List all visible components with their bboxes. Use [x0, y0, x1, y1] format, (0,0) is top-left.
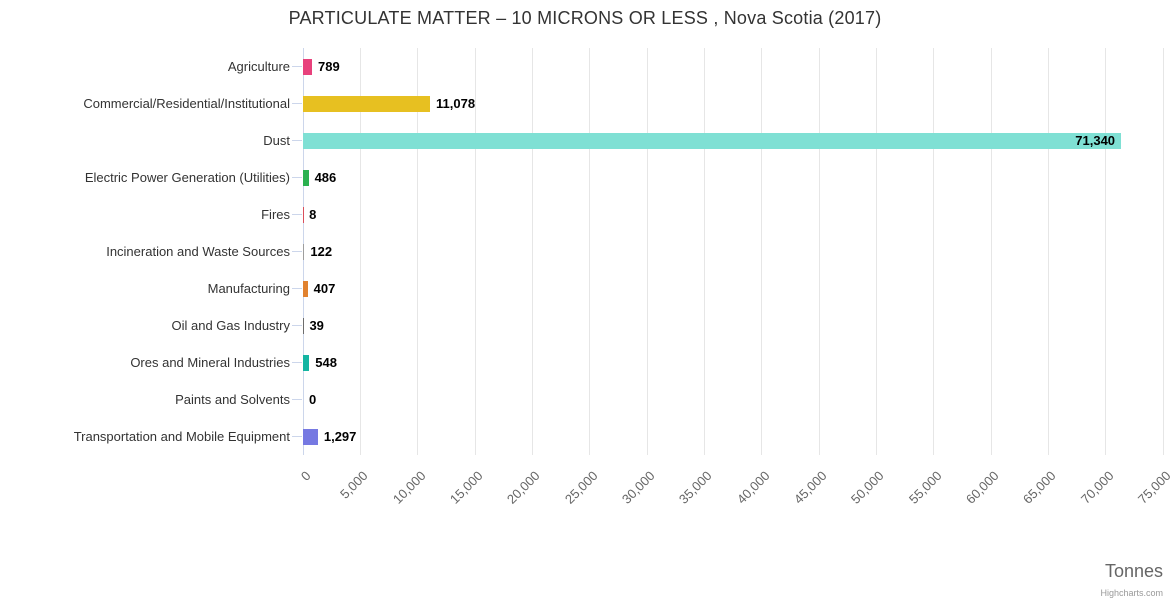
category-tick-mark [292, 399, 302, 400]
bar-agriculture[interactable] [303, 58, 313, 75]
gridline [359, 48, 361, 455]
category-tick-mark [292, 362, 302, 363]
highcharts-credit-link[interactable]: Highcharts.com [1100, 588, 1163, 598]
bar-incineration-and-waste-sources[interactable] [303, 243, 305, 260]
bar-value-label: 0 [309, 391, 317, 407]
gridline [1047, 48, 1049, 455]
gridline [1162, 48, 1164, 455]
category-tick-mark [292, 66, 302, 67]
bar-value-label: 11,078 [436, 95, 476, 111]
category-label-agriculture: Agriculture [227, 58, 290, 74]
gridline [646, 48, 648, 455]
bar-ores-and-mineral-industries[interactable] [303, 354, 310, 371]
category-tick-mark [292, 177, 302, 178]
bar-value-label: 789 [318, 58, 340, 74]
gridline [761, 48, 763, 455]
category-label-commercial-residential-institutional: Commercial/Residential/Institutional [83, 95, 290, 111]
bar-value-label: 8 [309, 206, 317, 222]
category-tick-mark [292, 288, 302, 289]
bar-commercial-residential-institutional[interactable] [303, 95, 431, 112]
gridline [531, 48, 533, 455]
gridline [875, 48, 877, 455]
bar-dust[interactable] [303, 132, 1122, 149]
bar-value-label: 407 [313, 280, 336, 296]
bar-value-label: 548 [315, 354, 337, 370]
chart-title: PARTICULATE MATTER – 10 MICRONS OR LESS … [288, 8, 882, 28]
gridline [1105, 48, 1107, 455]
bar-value-label: 1,297 [323, 428, 357, 444]
gridline [703, 48, 705, 455]
bar-value-label: 486 [314, 169, 337, 185]
category-label-electric-power-generation-utilities: Electric Power Generation (Utilities) [84, 169, 290, 185]
category-tick-mark [292, 436, 302, 437]
gridline [589, 48, 591, 455]
bar-value-label: 122 [310, 243, 333, 259]
gridline [933, 48, 935, 455]
category-label-paints-and-solvents: Paints and Solvents [175, 391, 290, 407]
bar-electric-power-generation-utilities[interactable] [303, 169, 309, 186]
bar-manufacturing[interactable] [303, 280, 308, 297]
bar-value-label: 39 [309, 317, 324, 333]
category-label-transportation-and-mobile-equipment: Transportation and Mobile Equipment [73, 428, 290, 444]
bar-value-label: 71,340 [1075, 132, 1116, 148]
gridline [990, 48, 992, 455]
category-tick-mark [292, 140, 302, 141]
category-label-incineration-and-waste-sources: Incineration and Waste Sources [106, 243, 290, 259]
category-tick-mark [292, 214, 302, 215]
category-tick-mark [292, 325, 302, 326]
category-label-manufacturing: Manufacturing [207, 280, 290, 296]
bar-transportation-and-mobile-equipment[interactable] [303, 428, 318, 445]
category-tick-mark [292, 103, 302, 104]
gridline [417, 48, 419, 455]
category-label-oil-and-gas-industry: Oil and Gas Industry [171, 317, 291, 333]
category-label-ores-and-mineral-industries: Ores and Mineral Industries [130, 354, 290, 370]
category-label-dust: Dust [263, 132, 290, 148]
gridline [818, 48, 820, 455]
gridline [474, 48, 476, 455]
category-tick-mark [292, 251, 302, 252]
category-label-fires: Fires [261, 206, 290, 222]
x-axis-title: Tonnes [1104, 561, 1163, 581]
